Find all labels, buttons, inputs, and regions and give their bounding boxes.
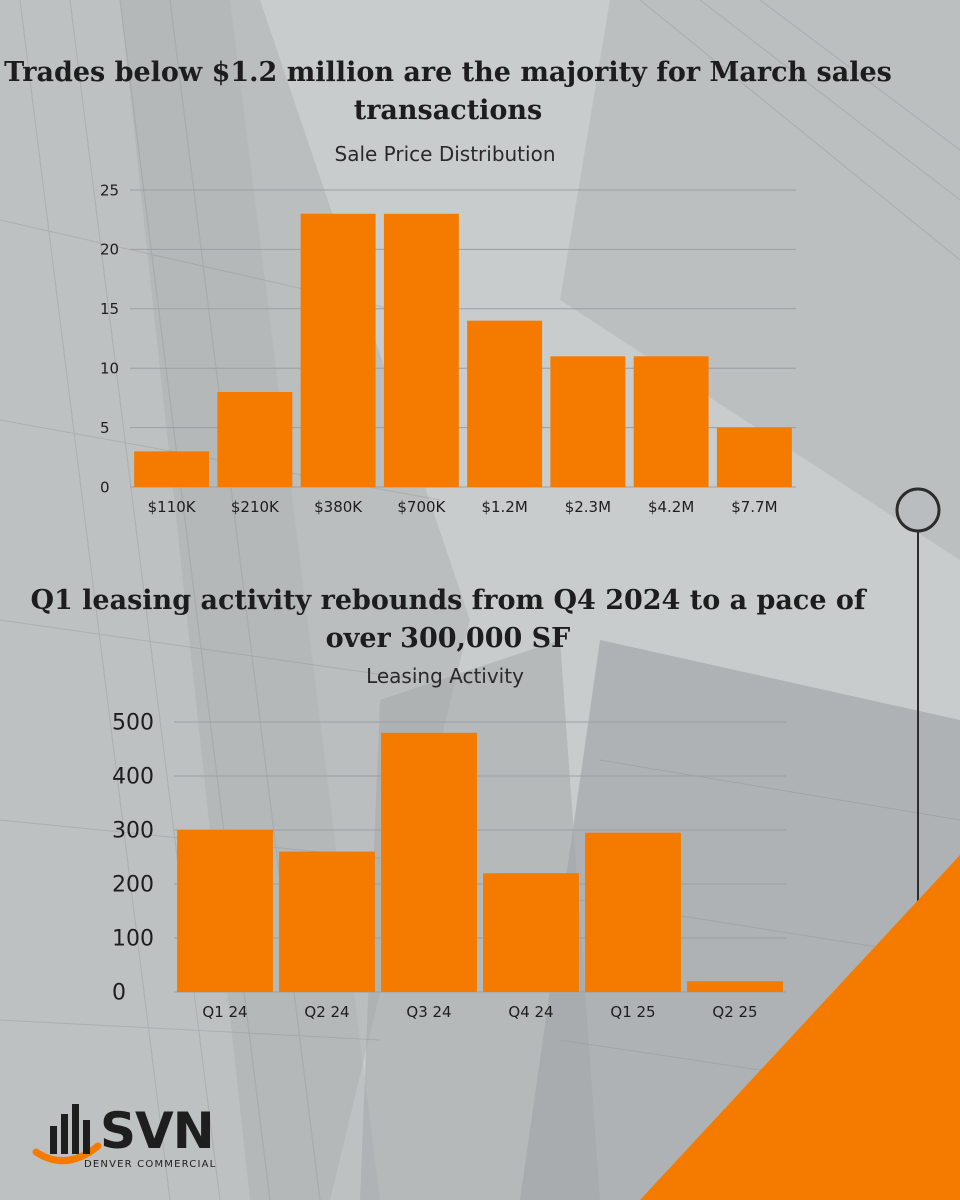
x-tick-label: Q2 24 bbox=[304, 1003, 349, 1021]
bar bbox=[467, 320, 543, 487]
sale-price-chart-title: Sale Price Distribution bbox=[334, 142, 556, 166]
x-tick-label: $210K bbox=[231, 498, 280, 516]
y-tick-label: 20 bbox=[100, 241, 119, 259]
leasing-activity-chart: 0 100 200 300 400 500 Q1 24 Q2 24 Q3 24 Q4 24 Q1 2… bbox=[112, 711, 786, 1021]
y-tick-label: 0 bbox=[100, 478, 110, 496]
bar bbox=[177, 830, 273, 992]
sale-price-distribution-chart: 0 5 10 15 20 25 $110K $210K $380K $700K $1.2M $2.3M… bbox=[100, 181, 796, 516]
y-tick-label: 15 bbox=[100, 300, 119, 318]
sales-headline: Trades below $1.2 million are the majori… bbox=[4, 57, 892, 126]
y-tick-label: 0 bbox=[112, 981, 126, 1006]
y-tick-label: 100 bbox=[112, 927, 154, 952]
x-tick-label: Q2 25 bbox=[712, 1003, 757, 1021]
bar bbox=[716, 427, 792, 487]
x-tick-label: $700K bbox=[397, 498, 446, 516]
leasing-headline: Q1 leasing activity rebounds from Q4 202… bbox=[30, 585, 866, 654]
bar bbox=[585, 832, 681, 992]
bar bbox=[383, 213, 459, 487]
bar bbox=[633, 356, 709, 487]
x-tick-label: Q3 24 bbox=[406, 1003, 451, 1021]
accent-triangle bbox=[640, 855, 960, 1200]
indicator-circle bbox=[895, 487, 941, 533]
bar bbox=[381, 732, 477, 992]
bar bbox=[483, 873, 579, 992]
brand-subtitle: DENVER COMMERCIAL bbox=[84, 1159, 217, 1170]
x-tick-label: Q1 25 bbox=[610, 1003, 655, 1021]
y-tick-label: 25 bbox=[100, 181, 119, 199]
x-tick-label: Q1 24 bbox=[202, 1003, 247, 1021]
bar bbox=[550, 356, 626, 487]
y-tick-label: 500 bbox=[112, 711, 154, 736]
brand-name: SVN bbox=[100, 1102, 215, 1160]
x-tick-label: $380K bbox=[314, 498, 363, 516]
bar bbox=[134, 451, 210, 487]
y-tick-label: 300 bbox=[112, 819, 154, 844]
x-tick-label: $1.2M bbox=[481, 498, 527, 516]
y-tick-label: 200 bbox=[112, 873, 154, 898]
leasing-chart-title: Leasing Activity bbox=[366, 664, 524, 688]
x-tick-label: $2.3M bbox=[565, 498, 611, 516]
y-tick-label: 400 bbox=[112, 765, 154, 790]
y-tick-label: 10 bbox=[100, 359, 119, 377]
y-tick-label: 5 bbox=[100, 419, 110, 437]
x-tick-label: Q4 24 bbox=[508, 1003, 553, 1021]
bar bbox=[217, 391, 293, 487]
x-tick-label: $4.2M bbox=[648, 498, 694, 516]
bar bbox=[687, 981, 783, 992]
bar bbox=[279, 851, 375, 992]
bar bbox=[300, 213, 376, 487]
svn-logo-icon bbox=[32, 1104, 102, 1165]
x-tick-label: $7.7M bbox=[731, 498, 777, 516]
x-tick-label: $110K bbox=[148, 498, 197, 516]
